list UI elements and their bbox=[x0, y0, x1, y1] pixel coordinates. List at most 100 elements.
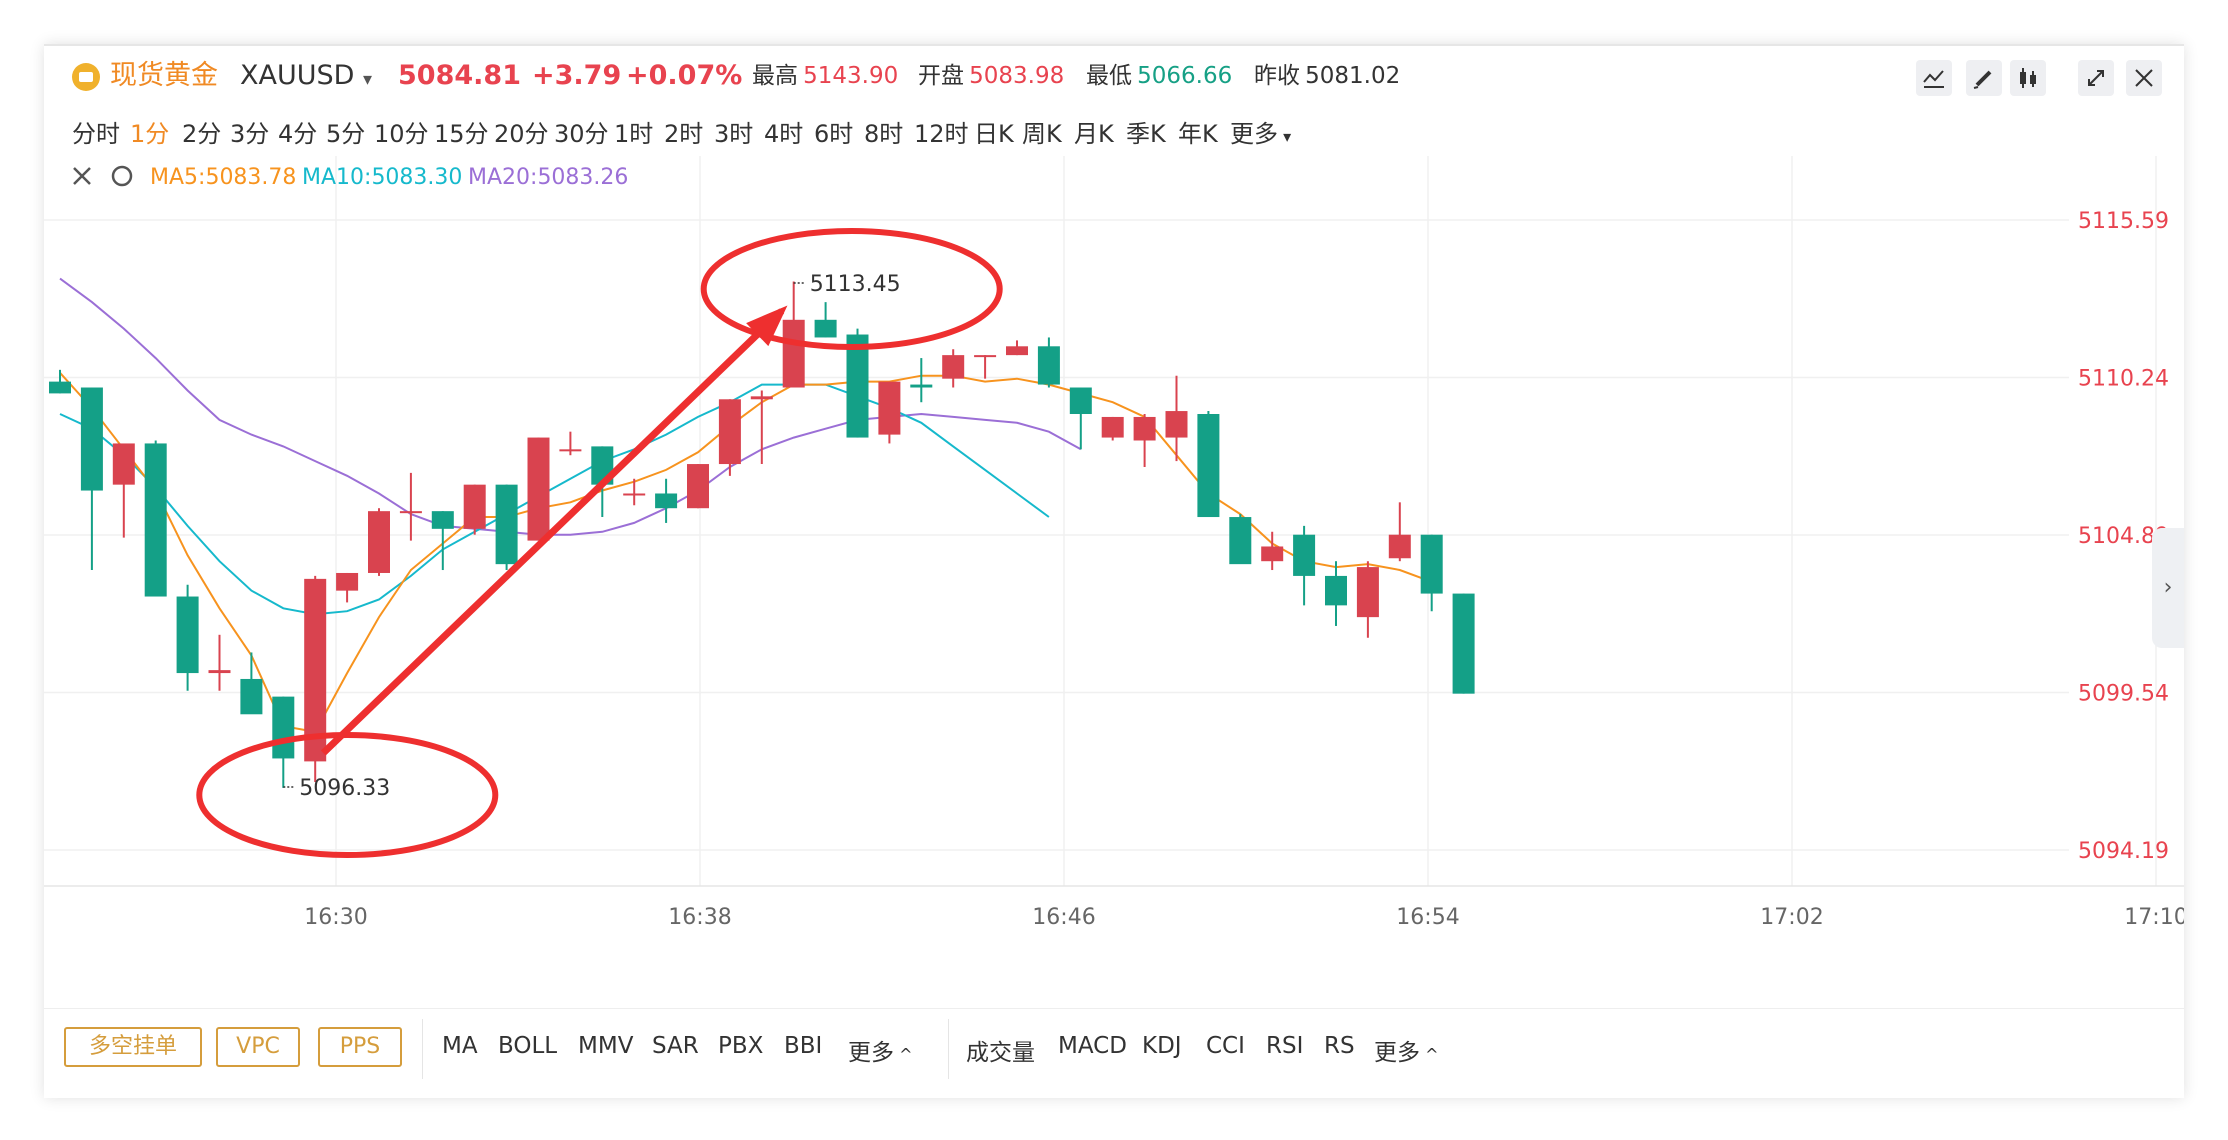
collapse-icon[interactable] bbox=[2078, 60, 2114, 96]
period-tab[interactable]: 8时 bbox=[864, 120, 904, 148]
candle-body[interactable] bbox=[1165, 411, 1188, 438]
period-tab[interactable]: 1分 bbox=[130, 120, 170, 148]
instrument-symbol[interactable]: XAUUSD bbox=[240, 60, 355, 91]
candle-body[interactable] bbox=[910, 384, 933, 388]
period-tab[interactable]: 30分 bbox=[554, 120, 609, 148]
candle-body[interactable] bbox=[1197, 414, 1220, 518]
candle-body[interactable] bbox=[782, 319, 805, 388]
period-tab[interactable]: 周K bbox=[1022, 120, 1062, 148]
sub-indicator-tab[interactable]: 成交量 bbox=[966, 1040, 1035, 1066]
candle-body[interactable] bbox=[1229, 517, 1252, 565]
candle-body[interactable] bbox=[559, 449, 582, 452]
period-tab[interactable]: 年K bbox=[1178, 120, 1218, 148]
sub-indicator-tab[interactable]: CCI bbox=[1206, 1033, 1245, 1059]
period-tab[interactable]: 月K bbox=[1074, 120, 1114, 148]
candle-body[interactable] bbox=[846, 334, 869, 438]
candle-body[interactable] bbox=[240, 678, 263, 715]
candle-body[interactable] bbox=[304, 578, 327, 762]
candle-body[interactable] bbox=[623, 493, 646, 496]
price-change: +3.79 bbox=[532, 60, 622, 91]
candle-body[interactable] bbox=[431, 511, 454, 529]
chevron-right-icon[interactable]: › bbox=[2152, 528, 2184, 648]
close-icon[interactable] bbox=[73, 167, 91, 185]
candle-body[interactable] bbox=[1101, 416, 1124, 438]
candle-body[interactable] bbox=[687, 464, 709, 509]
candle-body[interactable] bbox=[1037, 346, 1060, 385]
candle-body[interactable] bbox=[336, 572, 359, 591]
period-tab[interactable]: 分时 bbox=[72, 120, 120, 148]
candle-body[interactable] bbox=[208, 670, 231, 674]
period-tab[interactable]: 12时 bbox=[914, 120, 969, 148]
main-indicator-tab[interactable]: BOLL bbox=[498, 1033, 558, 1059]
candle-body[interactable] bbox=[144, 443, 167, 597]
toggle-pill[interactable]: PPS bbox=[318, 1027, 402, 1067]
main-indicator-tab[interactable]: SAR bbox=[652, 1033, 699, 1059]
candle-body[interactable] bbox=[718, 399, 741, 465]
indicator-icon[interactable] bbox=[1916, 60, 1952, 96]
candle-body[interactable] bbox=[112, 443, 135, 485]
candle-body[interactable] bbox=[527, 437, 550, 541]
close-icon[interactable] bbox=[2126, 60, 2162, 96]
period-tab[interactable]: 1时 bbox=[614, 120, 654, 148]
candle-body[interactable] bbox=[1452, 593, 1475, 694]
candle-body[interactable] bbox=[974, 355, 997, 358]
main-indicator-tab[interactable]: MMV bbox=[578, 1033, 634, 1059]
main-indicator-tab[interactable]: BBI bbox=[784, 1033, 823, 1059]
candle-body[interactable] bbox=[1069, 387, 1092, 415]
period-tab[interactable]: 4时 bbox=[764, 120, 804, 148]
period-tab[interactable]: 更多 ▾ bbox=[1230, 120, 1292, 148]
period-tab[interactable]: 3分 bbox=[230, 120, 270, 148]
ma20-line bbox=[59, 277, 1082, 536]
period-tab[interactable]: 4分 bbox=[278, 120, 318, 148]
candle-body[interactable] bbox=[1293, 534, 1316, 576]
kline-chart-area[interactable]: 5115.59 5110.24 5104.89 5099.54 5094.19 16:30… bbox=[44, 156, 2188, 1008]
candle-body[interactable] bbox=[463, 484, 486, 529]
period-tab[interactable]: 2分 bbox=[182, 120, 222, 148]
sub-indicator-tab[interactable]: KDJ bbox=[1142, 1033, 1182, 1059]
candle-body[interactable] bbox=[1133, 416, 1156, 441]
candle-body[interactable] bbox=[814, 319, 837, 338]
candle-body[interactable] bbox=[1325, 575, 1347, 606]
candle-body[interactable] bbox=[878, 381, 901, 435]
candlestick-icon[interactable] bbox=[2010, 60, 2046, 96]
candle-body[interactable] bbox=[1420, 534, 1443, 594]
candle-body[interactable] bbox=[399, 511, 422, 514]
candle-body[interactable] bbox=[1356, 567, 1379, 618]
candle-body[interactable] bbox=[272, 696, 295, 759]
candle-body[interactable] bbox=[176, 596, 199, 674]
candle-body[interactable] bbox=[942, 355, 965, 379]
candle-body[interactable] bbox=[80, 387, 103, 491]
period-tab[interactable]: 5分 bbox=[326, 120, 366, 148]
sub-indicator-tab[interactable]: RS bbox=[1324, 1033, 1355, 1059]
period-tab[interactable]: 10分 bbox=[374, 120, 429, 148]
draw-pen-icon[interactable] bbox=[1966, 60, 2002, 96]
candle-body[interactable] bbox=[750, 396, 773, 400]
period-tab[interactable]: 15分 bbox=[434, 120, 489, 148]
period-tab[interactable]: 2时 bbox=[664, 120, 704, 148]
gear-icon[interactable] bbox=[111, 165, 133, 187]
candle-body[interactable] bbox=[495, 484, 518, 565]
period-tab[interactable]: 3时 bbox=[714, 120, 754, 148]
main-indicator-tab[interactable]: MA bbox=[442, 1033, 478, 1059]
candle-body[interactable] bbox=[1261, 546, 1284, 562]
period-tab[interactable]: 季K bbox=[1126, 120, 1166, 148]
candle-body[interactable] bbox=[655, 493, 678, 509]
toggle-pill[interactable]: VPC bbox=[216, 1027, 300, 1067]
main-indicator-tab[interactable]: 更多 ^ bbox=[848, 1040, 913, 1066]
main-indicator-tab[interactable]: PBX bbox=[718, 1033, 764, 1059]
instrument-title[interactable]: 现货黄金 bbox=[110, 60, 218, 91]
period-tab[interactable]: 20分 bbox=[494, 120, 549, 148]
period-tab[interactable]: 6时 bbox=[814, 120, 854, 148]
toggle-pill[interactable]: 多空挂单 bbox=[64, 1027, 202, 1067]
sub-indicator-tab[interactable]: MACD bbox=[1058, 1033, 1127, 1059]
candle-body[interactable] bbox=[1006, 346, 1028, 356]
candle-body[interactable] bbox=[1388, 534, 1411, 559]
chevron-down-icon[interactable]: ▾ bbox=[363, 69, 373, 90]
period-tab[interactable]: 日K bbox=[974, 120, 1014, 148]
sub-indicator-tab[interactable]: 更多 ^ bbox=[1374, 1040, 1439, 1066]
candle-body[interactable] bbox=[368, 511, 390, 573]
kline-chart[interactable]: 5115.595110.245104.895099.545094.1916:30… bbox=[44, 156, 2188, 1008]
sub-indicator-tab[interactable]: RSI bbox=[1266, 1033, 1304, 1059]
candle-body[interactable] bbox=[49, 381, 71, 394]
stat-label: 最高 bbox=[752, 63, 798, 89]
